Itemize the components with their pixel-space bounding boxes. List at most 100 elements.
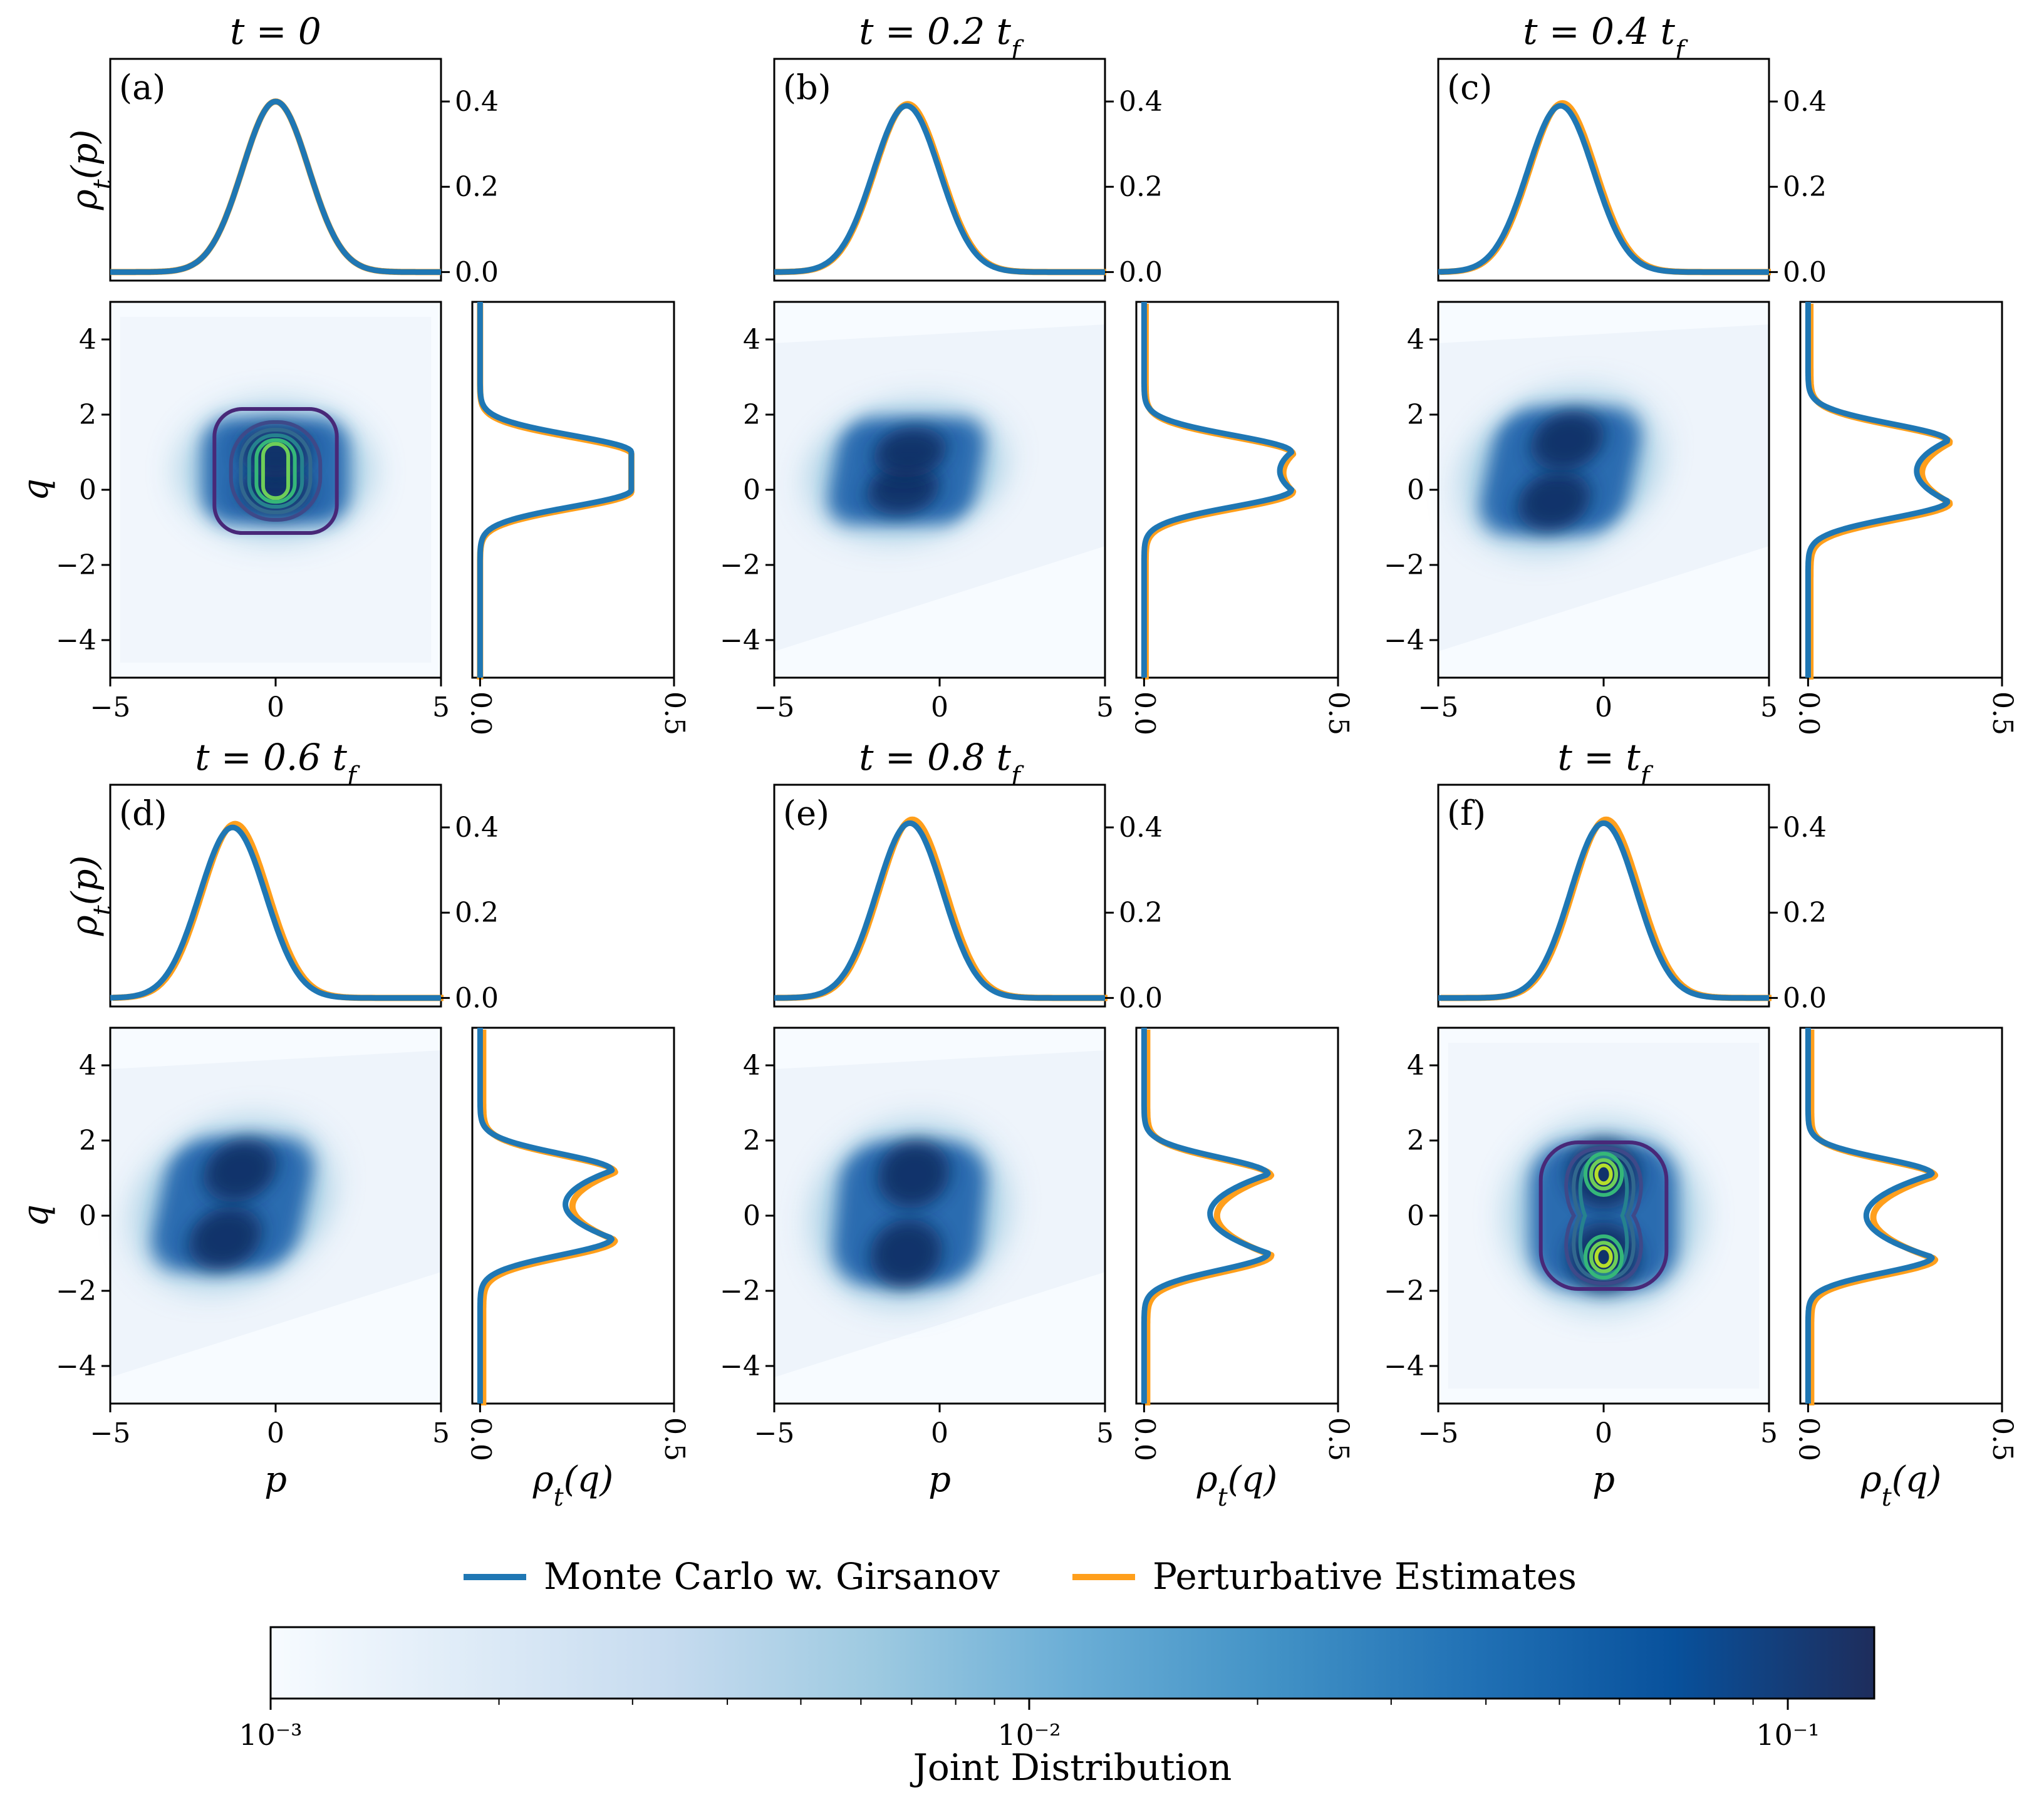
rho-p-tick-label: 0.2 <box>1119 897 1163 929</box>
panel-b: t = 0.2 tf (b) 0.4 0.2 0.0 −5 0 5 4 2 0 −2 −4 0.0 0.5 <box>720 10 1354 735</box>
joint-distribution-plot: −5 0 5 4 2 0 −2 −4 p <box>720 1027 1114 1500</box>
rho-q-frame <box>1135 1027 1339 1405</box>
panel-label: (d) <box>119 794 167 833</box>
p-axis-label: p <box>928 1459 951 1500</box>
q-tick-label: 0 <box>79 474 96 506</box>
joint-contour-line <box>247 433 304 509</box>
joint-distribution-plot: −5 0 5 4 2 0 −2 −4 <box>720 301 1114 723</box>
rho-p-tick-label: 0.2 <box>1119 171 1163 203</box>
rho-q-plot: 0.0 0.5 <box>1792 301 2018 735</box>
joint-density-group <box>813 1123 1007 1305</box>
colorbar-title: Joint Distribution <box>910 1746 1232 1789</box>
p-tick-label: −5 <box>754 1417 795 1449</box>
panel-label: (b) <box>783 68 831 107</box>
rho-q-tick-label: 0.0 <box>1128 1417 1160 1461</box>
q-tick-label: 0 <box>743 1200 760 1232</box>
rho-p-tick-label: 0.0 <box>1119 256 1163 288</box>
p-tick-label: −5 <box>90 1417 131 1449</box>
joint-density-core <box>869 1219 943 1288</box>
q-tick-label: −4 <box>1384 624 1424 656</box>
joint-density-core <box>1517 471 1591 531</box>
q-tick-label: −2 <box>720 549 760 581</box>
rho-q-monte-carlo-line <box>1141 1027 1271 1405</box>
rho-q-plot: 0.0 0.5 ρt(q) <box>464 1027 690 1512</box>
q-tick-label: 2 <box>79 1125 96 1157</box>
joint-contour-line <box>1589 1241 1619 1273</box>
legend-label-perturbative: Perturbative Estimates <box>1153 1555 1577 1598</box>
rho-p-tick-label: 0.4 <box>1119 812 1163 844</box>
joint-contour-line <box>212 407 339 535</box>
rho-p-plot: (a) 0.4 0.2 0.0 ρt(p) <box>65 58 499 288</box>
rho-p-tick-label: 0.2 <box>455 897 499 929</box>
colorbar-tick-label: 10⁻¹ <box>1756 1718 1819 1752</box>
rho-p-plot: (d) 0.4 0.2 0.0 ρt(p) <box>65 784 499 1014</box>
panel-label: (f) <box>1447 794 1486 833</box>
rho-q-perturbative-line <box>480 1028 618 1407</box>
p-tick-label: 5 <box>1760 691 1778 723</box>
rho-q-frame <box>1799 1027 2003 1405</box>
panel-title: t = 0 <box>230 10 321 53</box>
q-tick-label: −4 <box>720 1350 760 1382</box>
rho-q-monte-carlo-line <box>1141 301 1295 679</box>
rho-p-frame <box>109 58 442 282</box>
joint-contour-line <box>254 438 297 504</box>
joint-contour-line <box>261 442 291 500</box>
rho-p-tick-label: 0.4 <box>455 812 499 844</box>
joint-density-core <box>877 1140 950 1209</box>
joint-density-core <box>866 464 940 515</box>
rho-q-tick-label: 0.0 <box>1128 691 1160 735</box>
joint-contour-line <box>229 420 323 522</box>
rho-q-tick-label: 0.5 <box>1986 1417 2018 1461</box>
q-tick-label: 2 <box>1407 399 1424 431</box>
rho-p-tick-label: 0.0 <box>455 256 499 288</box>
rho-q-frame <box>1135 301 1339 679</box>
rho-q-axis-label: ρt(q) <box>532 1459 614 1512</box>
p-tick-label: 0 <box>931 691 948 723</box>
rho-p-monte-carlo-line <box>1437 103 1770 275</box>
joint-contours <box>212 407 339 535</box>
rho-p-plot: (b) 0.4 0.2 0.0 <box>773 58 1163 288</box>
rho-p-axis-label: ρt(p) <box>65 130 117 211</box>
joint-density-group <box>1463 391 1659 551</box>
q-tick-label: 0 <box>1407 1200 1424 1232</box>
rho-q-plot: 0.0 0.5 <box>464 301 690 735</box>
p-axis-label: p <box>264 1459 287 1500</box>
joint-contour-line <box>1594 1246 1613 1268</box>
p-tick-label: −5 <box>90 691 131 723</box>
rho-q-axis-label: ρt(q) <box>1196 1459 1278 1512</box>
colorbar-tick-label: 10⁻³ <box>239 1718 302 1752</box>
colorbar: 10⁻³ 10⁻² 10⁻¹ Joint Distribution <box>239 1626 1875 1789</box>
p-tick-label: 0 <box>931 1417 948 1449</box>
joint-contour-line <box>1538 1141 1669 1291</box>
joint-contour-line <box>1564 1146 1643 1286</box>
rho-p-axis-label: ρt(p) <box>65 856 117 937</box>
rho-p-monte-carlo-line <box>773 820 1106 1001</box>
q-tick-label: 4 <box>79 324 96 356</box>
rho-p-tick-label: 0.4 <box>1783 86 1827 118</box>
rho-p-monte-carlo-line <box>109 824 442 1001</box>
panel-f: t = tf (f) 0.4 0.2 0.0 −5 0 5 4 2 0 −2 −4 p 0.0 0.5 ρt(q… <box>1384 736 2018 1512</box>
joint-density-core <box>1567 1222 1640 1292</box>
rho-q-tick-label: 0.5 <box>1322 691 1354 735</box>
rho-p-frame <box>1437 58 1770 282</box>
panel-title: t = 0.8 tf <box>859 736 1024 790</box>
joint-distribution-plot: −5 0 5 4 2 0 −2 −4 q <box>16 301 450 723</box>
p-tick-label: −5 <box>1418 1417 1459 1449</box>
rho-p-plot: (c) 0.4 0.2 0.0 <box>1437 58 1827 288</box>
rho-q-tick-label: 0.5 <box>1986 691 2018 735</box>
rho-p-tick-label: 0.4 <box>1783 812 1827 844</box>
p-tick-label: −5 <box>754 691 795 723</box>
q-tick-label: 0 <box>743 474 760 506</box>
joint-density-core <box>1530 411 1604 471</box>
panel-d: t = 0.6 tf (d) 0.4 0.2 0.0 ρt(p) −5 0 5 4 2 0 −2 −4 q p… <box>16 736 690 1512</box>
rho-q-tick-label: 0.0 <box>1792 691 1824 735</box>
joint-contour-line <box>1583 1234 1624 1280</box>
q-tick-label: −2 <box>1384 549 1424 581</box>
joint-density-core <box>873 427 947 478</box>
colorbar-gradient <box>269 1626 1875 1700</box>
panel-label: (e) <box>783 794 829 833</box>
q-tick-label: 4 <box>1407 1050 1424 1082</box>
q-tick-label: −4 <box>720 624 760 656</box>
q-tick-label: 4 <box>743 324 760 356</box>
